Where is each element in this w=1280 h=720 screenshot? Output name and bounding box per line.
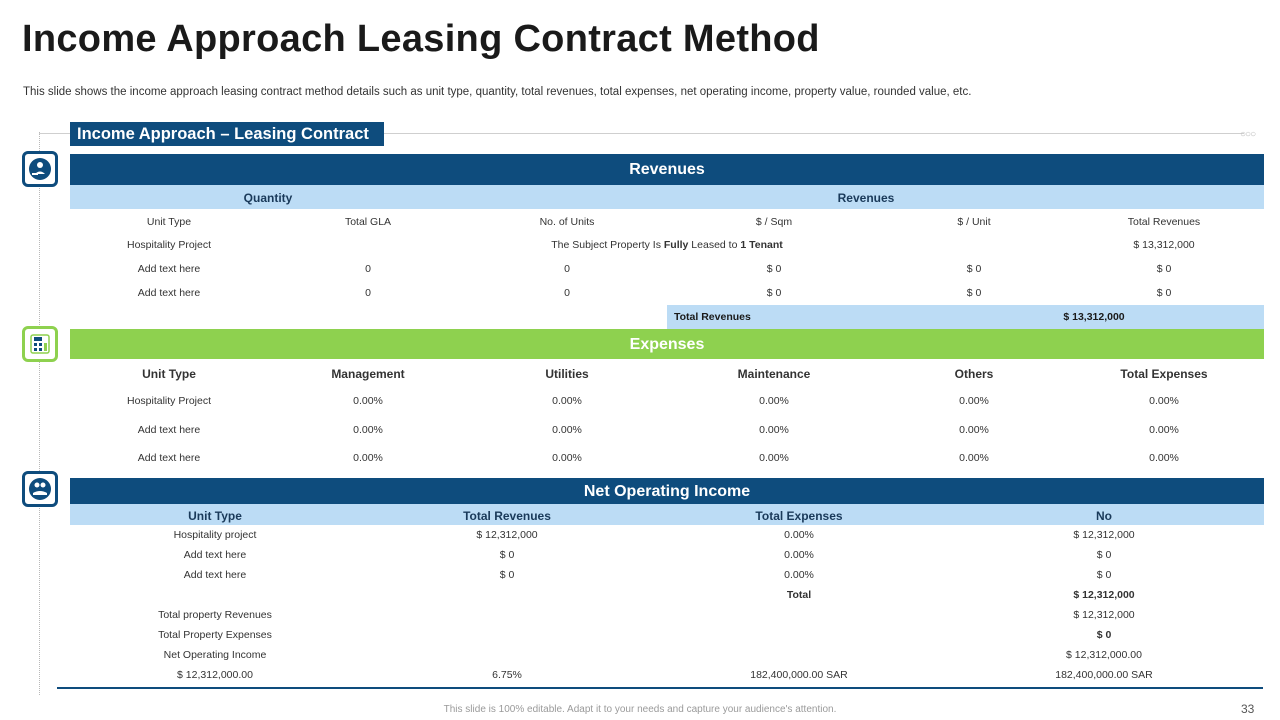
column-header: Unit Type xyxy=(188,509,242,523)
cell: 0.00% xyxy=(353,452,383,464)
cell: 182,400,000.00 SAR xyxy=(1055,669,1153,681)
footer-note: This slide is 100% editable. Adapt it to… xyxy=(443,704,837,715)
cell: 0.00% xyxy=(353,395,383,407)
cell: $ 0 xyxy=(766,263,782,275)
bottom-divider xyxy=(57,687,1263,689)
summary-value: $ 12,312,000 xyxy=(1073,609,1135,621)
cell: 0.00% xyxy=(784,529,814,541)
cell: 0.00% xyxy=(784,569,814,581)
timeline-line xyxy=(39,132,40,695)
cell: $ 0 xyxy=(1156,287,1172,299)
cell: 0 xyxy=(365,287,371,299)
cell: 0.00% xyxy=(959,395,989,407)
cell: 0.00% xyxy=(353,424,383,436)
cell: 0.00% xyxy=(552,452,582,464)
cell: 0.00% xyxy=(1149,452,1179,464)
summary-label: Net Operating Income xyxy=(163,649,267,661)
cell: $ 0 xyxy=(766,287,782,299)
cell: 6.75% xyxy=(492,669,522,681)
calculator-icon xyxy=(22,326,58,362)
cell: $ 12,312,000 xyxy=(476,529,538,541)
column-header: Utilities xyxy=(545,367,589,381)
row-label: Add text here xyxy=(183,569,247,581)
cell: 0.00% xyxy=(784,549,814,561)
noi-bar: Net Operating Income xyxy=(70,478,1264,504)
row-label: Add text here xyxy=(137,452,201,464)
column-header: Maintenance xyxy=(737,367,811,381)
column-header: Unit Type xyxy=(146,216,192,228)
row-label: Hospitality project xyxy=(173,529,257,541)
total-value: $ 12,312,000 xyxy=(1073,589,1135,601)
total-label: Total xyxy=(786,589,812,601)
cell: 0.00% xyxy=(1149,395,1179,407)
revenues-group-label: Revenues xyxy=(837,191,895,205)
section-tag: Income Approach – Leasing Contract xyxy=(70,122,384,146)
row-label: Add text here xyxy=(137,424,201,436)
page-subtitle: This slide shows the income approach lea… xyxy=(23,86,972,98)
total-revenues-value: $ 13,312,000 xyxy=(1133,239,1195,251)
page-title: Income Approach Leasing Contract Method xyxy=(22,18,820,60)
column-header: Total Expenses xyxy=(1120,367,1208,381)
quantity-group-label: Quantity xyxy=(243,191,293,205)
summary-label: Total property Revenues xyxy=(158,609,272,621)
cell: 0.00% xyxy=(759,395,789,407)
column-header: Others xyxy=(954,367,994,381)
row-label: Add text here xyxy=(137,263,201,275)
cell: 0.00% xyxy=(759,452,789,464)
person-hand-icon xyxy=(22,151,58,187)
column-header: $ / Sqm xyxy=(755,216,793,228)
cell: $ 0 xyxy=(1096,549,1112,561)
row-label: Add text here xyxy=(183,549,247,561)
connector-dots: ○○○ xyxy=(1240,129,1256,140)
summary-label: Total Property Expenses xyxy=(158,629,272,641)
cell: 0.00% xyxy=(1149,424,1179,436)
total-revenues-band: Total Revenues $ 13,312,000 xyxy=(667,305,1264,329)
column-header: Total Expenses xyxy=(755,509,843,523)
noi-column-headers: Unit Type Total Revenues Total Expenses … xyxy=(70,504,1264,525)
cell: 0 xyxy=(564,263,570,275)
cell: $ 0 xyxy=(1156,263,1172,275)
column-header: Management xyxy=(331,367,405,381)
column-header: Total Revenues xyxy=(463,509,551,523)
total-revenues-label: Total Revenues xyxy=(674,311,751,323)
cell: $ 0 xyxy=(1096,569,1112,581)
column-header: No xyxy=(1096,509,1112,523)
cell: $ 0 xyxy=(966,287,982,299)
page-number: 33 xyxy=(1241,702,1255,716)
cell: 0.00% xyxy=(552,424,582,436)
cell: $ 0 xyxy=(499,549,515,561)
lease-note: The Subject Property Is Fully Leased to … xyxy=(551,239,783,251)
cell: $ 0 xyxy=(966,263,982,275)
total-revenues-total: $ 13,312,000 xyxy=(1063,311,1125,323)
row-label: Hospitality Project xyxy=(126,239,212,251)
summary-value: $ 12,312,000.00 xyxy=(1066,649,1142,661)
header-divider xyxy=(39,133,1244,134)
cell: 0 xyxy=(365,263,371,275)
cell: $ 0 xyxy=(499,569,515,581)
column-header: Total Revenues xyxy=(1127,216,1201,228)
cell: 0.00% xyxy=(959,452,989,464)
column-header: No. of Units xyxy=(539,216,595,228)
column-header: Unit Type xyxy=(142,367,196,381)
cell: 0.00% xyxy=(959,424,989,436)
row-label: Hospitality Project xyxy=(126,395,212,407)
row-label: Add text here xyxy=(137,287,201,299)
column-header: $ / Unit xyxy=(957,216,991,228)
cell: 0 xyxy=(564,287,570,299)
summary-value: $ 0 xyxy=(1096,629,1112,641)
cell: 0.00% xyxy=(552,395,582,407)
expenses-bar: Expenses xyxy=(70,329,1264,359)
cell: 0.00% xyxy=(759,424,789,436)
revenues-bar: Revenues xyxy=(70,154,1264,185)
cell: $ 12,312,000.00 xyxy=(177,669,253,681)
cell: 182,400,000.00 SAR xyxy=(750,669,848,681)
revenues-group-header: Quantity Revenues xyxy=(70,185,1264,209)
column-header: Total GLA xyxy=(344,216,392,228)
cell: $ 12,312,000 xyxy=(1073,529,1135,541)
money-hand-icon xyxy=(22,471,58,507)
